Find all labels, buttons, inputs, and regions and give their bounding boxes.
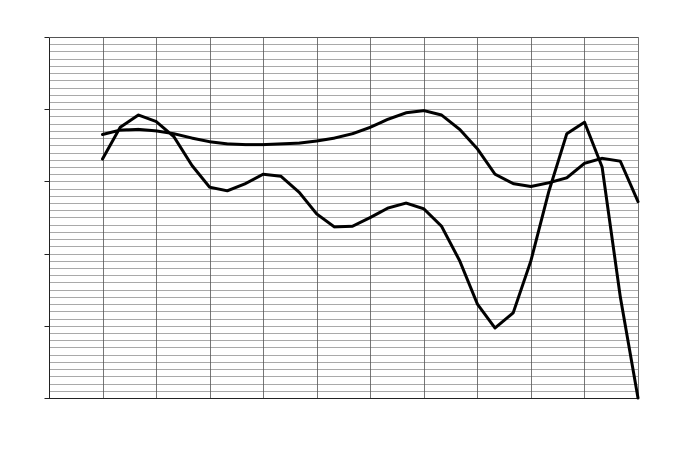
series-line-2 (101, 113, 640, 400)
grid-layer (49, 37, 639, 399)
series-line-1 (101, 109, 640, 204)
axis-layer (44, 37, 638, 399)
series-layer (101, 109, 640, 400)
